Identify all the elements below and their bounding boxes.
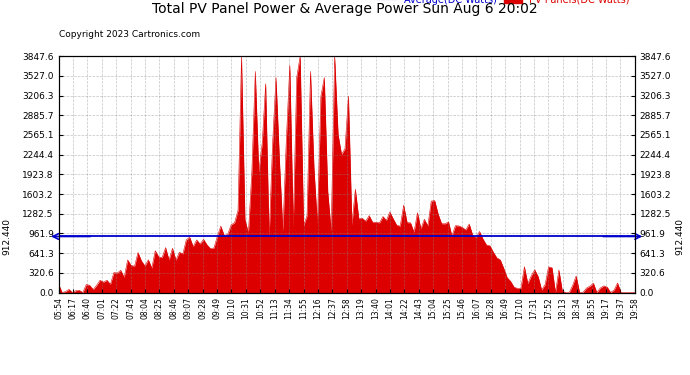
Text: 912.440: 912.440 [2,218,12,255]
Text: Copyright 2023 Cartronics.com: Copyright 2023 Cartronics.com [59,30,200,39]
Text: 912.440: 912.440 [675,218,684,255]
Legend: Average(DC Watts), PV Panels(DC Watts): Average(DC Watts), PV Panels(DC Watts) [378,0,630,5]
Text: Total PV Panel Power & Average Power Sun Aug 6 20:02: Total PV Panel Power & Average Power Sun… [152,2,538,16]
